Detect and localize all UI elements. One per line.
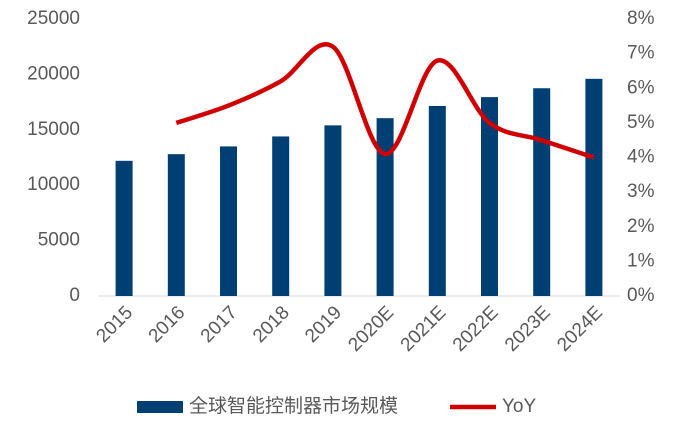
legend-swatch	[137, 401, 183, 413]
y2-tick-label: 5%	[627, 112, 655, 133]
y-tick-label: 0	[69, 285, 80, 306]
bar	[272, 136, 290, 296]
x-tick-label: 2019	[301, 302, 346, 347]
bar	[585, 78, 603, 296]
bar	[220, 146, 237, 296]
x-tick-label: 2015	[92, 302, 137, 347]
bar	[533, 88, 551, 296]
y2-tick-label: 0%	[627, 285, 655, 306]
y2-tick-label: 3%	[627, 181, 655, 202]
x-tick-label: 2024E	[553, 302, 607, 356]
y-tick-label: 20000	[27, 63, 80, 84]
x-tick-label: 2023E	[501, 302, 555, 356]
y-tick-label: 5000	[38, 230, 80, 251]
y2-tick-label: 4%	[627, 147, 655, 168]
line	[175, 42, 595, 160]
bar	[481, 97, 498, 296]
legend-label: YoY	[502, 396, 536, 417]
y2-tick-label: 6%	[627, 77, 655, 98]
bar	[324, 125, 342, 296]
bar	[167, 154, 185, 296]
x-tick-label: 2020E	[344, 302, 398, 356]
y2-tick-label: 2%	[627, 216, 655, 237]
x-tick-label: 2022E	[449, 302, 503, 356]
y-tick-label: 10000	[27, 174, 80, 195]
y2-tick-label: 7%	[627, 43, 655, 64]
y2-tick-label: 8%	[627, 8, 655, 29]
x-tick-label: 2018	[249, 302, 294, 347]
bar	[376, 118, 394, 296]
x-tick-label: 2017	[197, 302, 242, 347]
x-tick-label: 2021E	[397, 302, 451, 356]
bar	[115, 160, 133, 296]
bar	[428, 105, 446, 296]
y2-tick-label: 1%	[627, 250, 655, 271]
y-tick-label: 15000	[27, 119, 80, 140]
x-tick-label: 2016	[145, 302, 190, 347]
y-tick-label: 25000	[27, 8, 80, 29]
legend-label: 全球智能控制器市场规模	[189, 395, 398, 417]
